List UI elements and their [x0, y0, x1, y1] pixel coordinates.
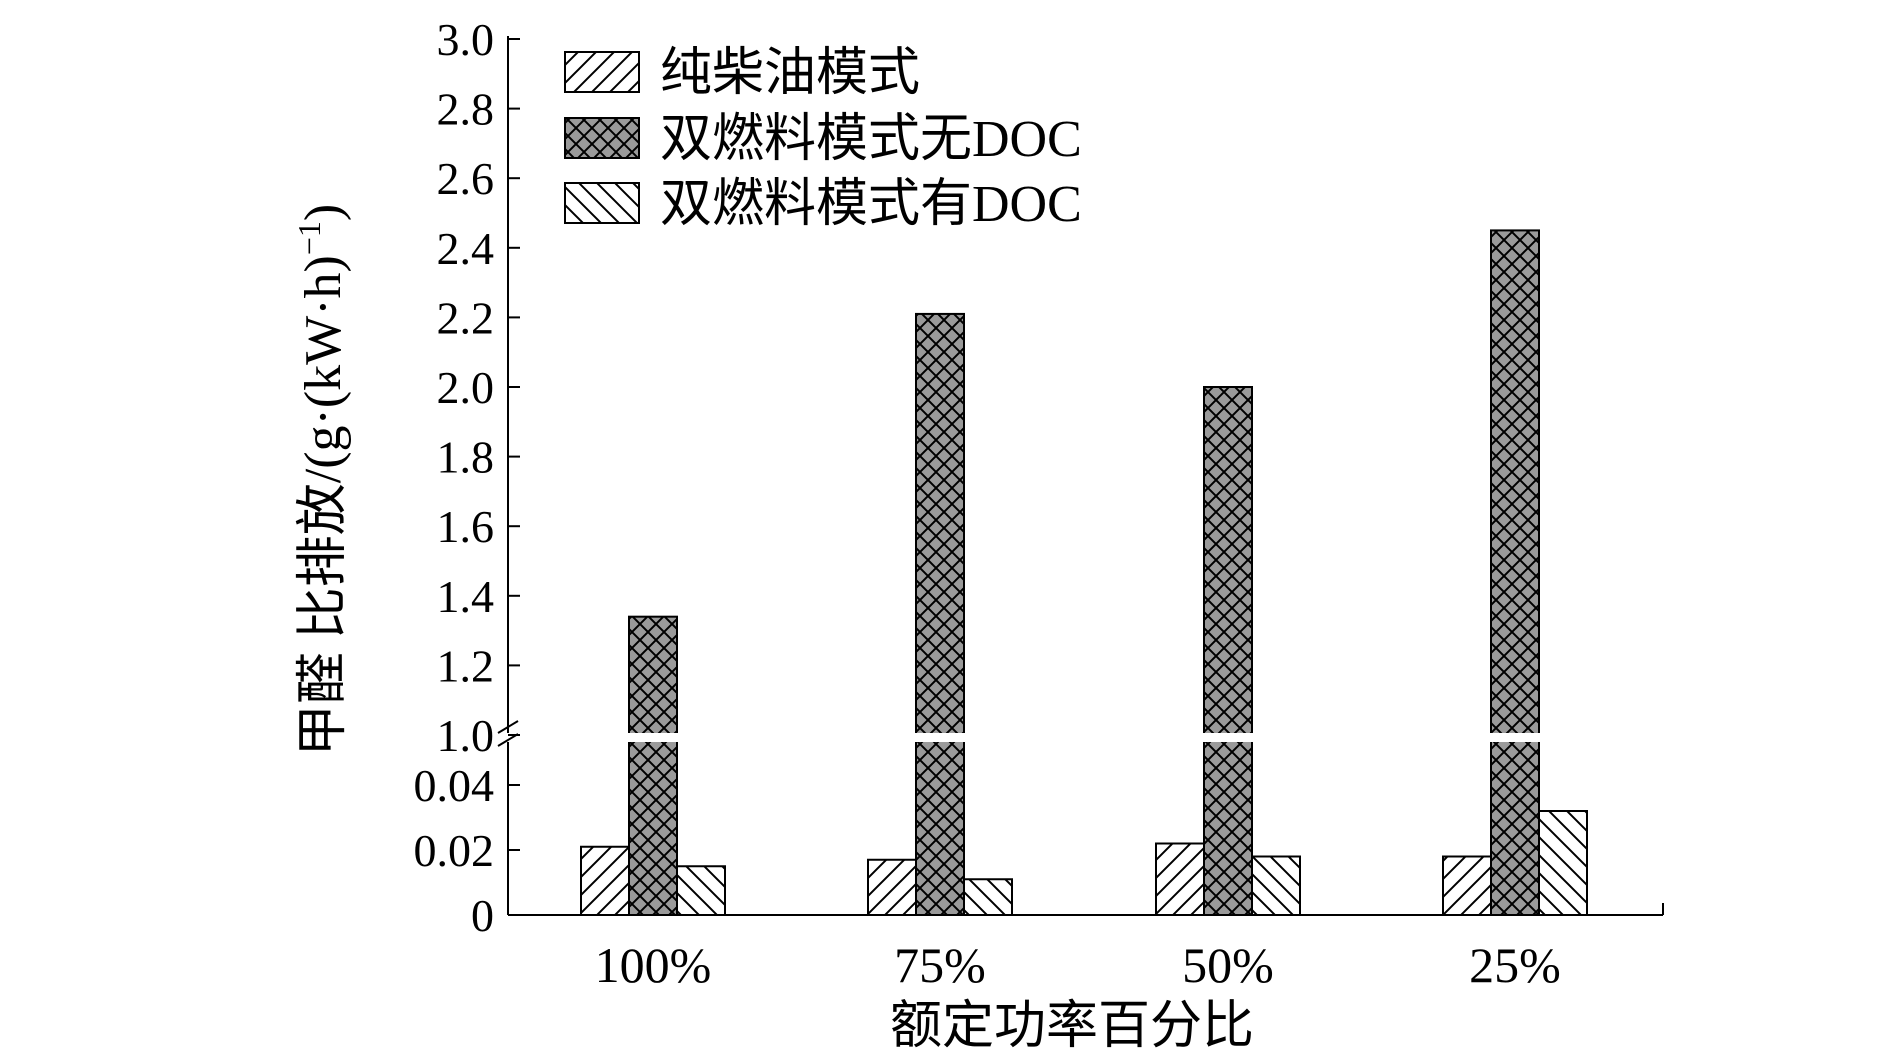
legend-swatch-2: [564, 117, 640, 159]
y-tick-label-lower: 0: [471, 890, 494, 941]
legend-label-3: 双燃料模式有DOC: [660, 176, 1082, 233]
bar-2-50pct: [1203, 386, 1253, 916]
bar-3-25pct: [1538, 810, 1588, 916]
axes-layer: [497, 36, 1664, 916]
y-tick-label-upper: 2.2: [437, 292, 495, 343]
legend-label-1: 纯柴油模式: [660, 45, 920, 102]
y-tick-label-upper: 2.6: [437, 153, 495, 204]
y-tick-label-upper: 1.6: [437, 501, 495, 552]
bar-1-25pct: [1442, 855, 1492, 916]
y-axis-title-superscript: −1: [291, 221, 327, 255]
bar-3-50pct: [1251, 855, 1301, 916]
y-tick-label-upper: 3.0: [437, 14, 495, 65]
y-tick-label-lower: 0.04: [414, 760, 495, 811]
bar-2-100pct: [628, 615, 678, 916]
legend-swatch-3: [564, 182, 640, 224]
y-axis-title: 甲醛 比排放/(g·(kW·h)−1): [291, 204, 352, 757]
y-tick-label-upper: 1.0: [437, 710, 495, 761]
legend-label-2: 双燃料模式无DOC: [660, 111, 1082, 168]
x-tick-label: 50%: [1182, 937, 1274, 993]
y-tick-label-upper: 1.8: [437, 432, 495, 483]
bar-3-100pct: [676, 865, 726, 916]
bar-1-100pct: [580, 845, 630, 916]
axis-break-mark-1: [497, 720, 519, 734]
bar-1-75pct: [867, 858, 917, 916]
x-tick-label: 25%: [1469, 937, 1561, 993]
ticks-layer: 1.0 1.2 1.4 1.6 1.8 2.0 2.2 2.4 2.6 2.8 3.0 0 0.02 0.…: [414, 14, 1561, 993]
bar-2-75pct: [915, 312, 965, 917]
bar-3-75pct: [963, 878, 1013, 916]
y-tick-label-lower: 0.02: [414, 825, 495, 876]
bar-2-25pct: [1490, 229, 1540, 916]
bars-layer: [510, 229, 1665, 917]
x-tick-label: 75%: [894, 937, 986, 993]
y-axis-title-main: 甲醛 比排放/(g·(kW·h): [295, 255, 352, 756]
x-tick-label: 100%: [595, 937, 712, 993]
x-axis-title: 额定功率百分比: [890, 998, 1254, 1055]
y-tick-label-upper: 1.4: [437, 571, 495, 622]
axis-break-band: [510, 733, 1665, 742]
y-tick-label-upper: 2.4: [437, 223, 495, 274]
legend-swatch-1: [564, 51, 640, 93]
bar-1-50pct: [1155, 842, 1205, 916]
y-tick-label-upper: 2.8: [437, 84, 495, 135]
y-tick-label-upper: 1.2: [437, 640, 495, 691]
y-tick-label-upper: 2.0: [437, 362, 495, 413]
y-axis-title-tail: ): [295, 204, 352, 221]
